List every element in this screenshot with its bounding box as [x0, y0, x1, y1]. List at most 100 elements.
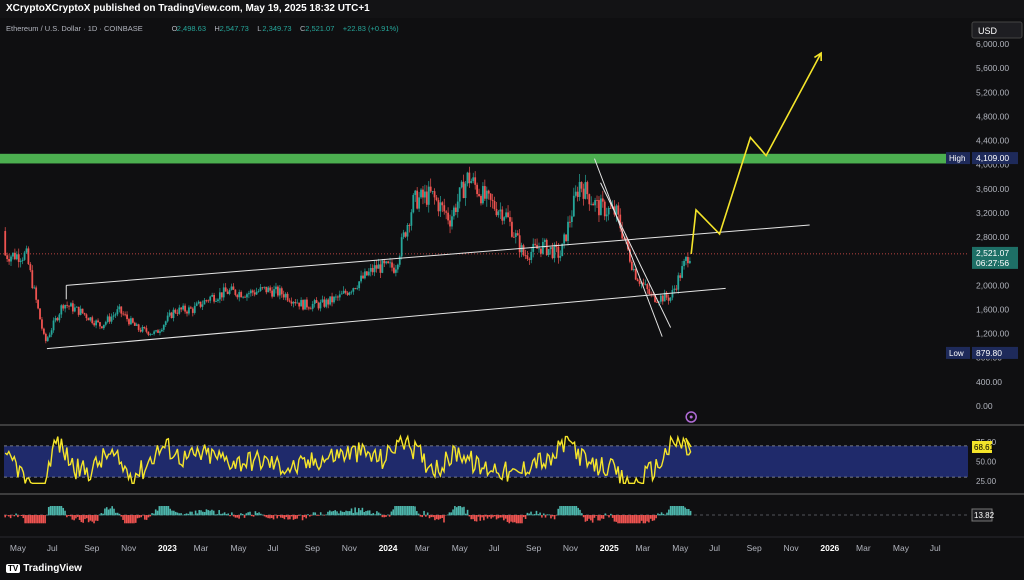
candle-body [683, 260, 685, 267]
histogram-bar [176, 512, 179, 516]
candle-body [222, 287, 225, 298]
histogram-bar [595, 515, 598, 516]
histogram-bar [292, 515, 295, 520]
candle-body [48, 334, 51, 338]
histogram-bar [348, 511, 351, 516]
histogram-bar [258, 512, 260, 516]
histogram-bar [102, 513, 104, 516]
candle-body [629, 249, 631, 262]
candle-body [553, 244, 556, 259]
candle-body [644, 284, 647, 286]
candle-body [12, 252, 14, 257]
histogram-bar [365, 511, 367, 516]
candle-body [257, 290, 260, 292]
histogram-bar [512, 515, 514, 523]
candle-body [364, 271, 366, 279]
histogram-bar [629, 515, 632, 524]
histogram-bar [71, 515, 74, 520]
candle-body [39, 308, 41, 320]
price-axis-tick: 3,200.00 [976, 208, 1009, 218]
time-axis-label: Mar [194, 543, 209, 553]
histogram-bar [419, 515, 422, 517]
candle-body [621, 228, 624, 239]
candle-body [81, 308, 84, 313]
histogram-bar [374, 514, 376, 516]
high-label-box [946, 152, 970, 165]
candle-body [56, 318, 59, 321]
histogram-bar [677, 506, 679, 516]
histogram-bar [234, 515, 237, 518]
histogram-bar [89, 515, 92, 521]
histogram-bar [555, 515, 558, 516]
histogram-bar [539, 512, 541, 516]
candle-body [31, 270, 34, 289]
candle-body [650, 293, 653, 295]
histogram-bar [296, 515, 298, 519]
candle-body [242, 296, 244, 298]
histogram-bar [428, 515, 431, 519]
candle-body [311, 303, 314, 309]
histogram-bar [464, 513, 467, 516]
candle-body [607, 207, 610, 215]
histogram-bar [154, 509, 157, 516]
histogram-bar [501, 515, 503, 518]
candle-body [646, 284, 649, 290]
candle-body [677, 275, 680, 290]
price-axis-tick: 4,800.00 [976, 111, 1009, 121]
histogram-bar [658, 514, 661, 516]
candle-body [394, 269, 397, 273]
candle-body [516, 233, 519, 236]
candle-body [335, 296, 337, 298]
candle-body [77, 306, 80, 315]
histogram-bar [577, 507, 579, 516]
candle-body [478, 194, 480, 196]
candle-body [327, 299, 330, 305]
histogram-bar [120, 515, 123, 517]
candle-body [570, 216, 573, 223]
candle-body [182, 305, 185, 310]
tradingview-logo[interactable]: TV TradingView [6, 563, 82, 574]
candle-body [485, 190, 488, 199]
histogram-bar [566, 506, 569, 516]
histogram-bar [606, 515, 608, 516]
histogram-bar [153, 513, 155, 516]
candle-body [205, 300, 208, 302]
candle-body [217, 299, 219, 301]
candle-body [511, 221, 513, 237]
channel-line [46, 287, 726, 350]
candle-body [139, 329, 142, 332]
histogram-bar [307, 514, 309, 516]
histogram-bar [241, 513, 244, 516]
histogram-bar [370, 513, 373, 516]
histogram-bar [662, 513, 665, 516]
candle-body [385, 261, 388, 264]
histogram-bar [557, 508, 560, 516]
histogram-bar [368, 510, 371, 516]
candle-body [91, 317, 94, 324]
histogram-bar [330, 511, 333, 516]
histogram-bar [98, 514, 101, 516]
histogram-bar [582, 515, 585, 518]
candle-body [584, 182, 587, 199]
histogram-bar [276, 515, 278, 519]
candle-body [468, 172, 471, 184]
falling-channel-line [594, 158, 663, 337]
candle-body [44, 333, 47, 342]
candle-body [110, 316, 113, 322]
candle-body [159, 331, 161, 333]
candle-body [543, 239, 546, 242]
candle-body [184, 305, 186, 312]
histogram-bar [249, 511, 251, 516]
candle-body [302, 300, 304, 310]
histogram-bar [196, 513, 199, 516]
histogram-bar [580, 513, 583, 516]
candle-body [329, 296, 332, 305]
candle-body [147, 331, 150, 335]
histogram-bar [357, 508, 360, 516]
candle-body [601, 198, 604, 202]
candle-body [538, 248, 540, 250]
candle-body [433, 191, 436, 198]
candle-body [603, 201, 606, 217]
histogram-bar [515, 515, 518, 524]
